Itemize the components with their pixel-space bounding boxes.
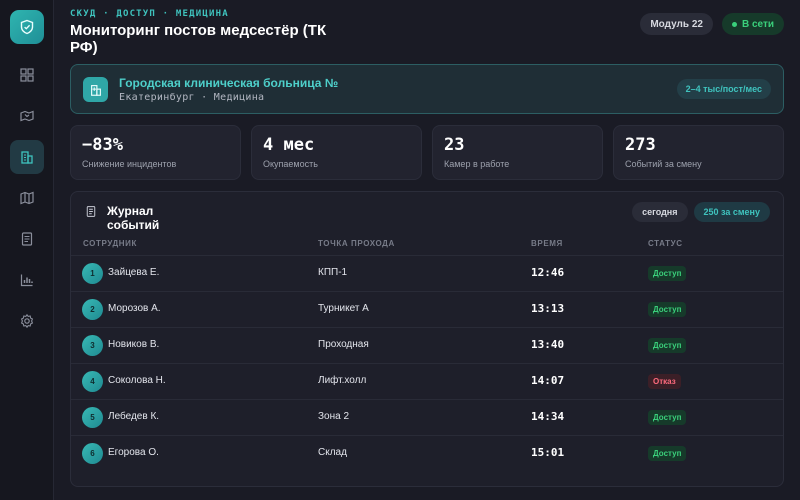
stat-label: Снижение инцидентов — [82, 159, 177, 169]
stat-card-events: 273 Событий за смену — [613, 125, 784, 180]
shield-icon — [20, 19, 33, 35]
stat-value: −83% — [82, 135, 123, 155]
page-title: Мониторинг постов медсестёр (ТК РФ) — [70, 22, 327, 56]
stat-value: 4 мес — [263, 135, 315, 155]
hospital-location: Екатеринбург · Медицина — [119, 92, 265, 103]
journal-header: Журнал событий сегодня 250 за смену — [71, 192, 783, 234]
nav-dashboard[interactable] — [10, 58, 44, 92]
stat-label: Окупаемость — [263, 159, 318, 169]
avatar: 4 — [82, 371, 103, 392]
nav-routes[interactable] — [10, 99, 44, 133]
hospital-icon — [83, 77, 108, 102]
building-icon — [20, 151, 33, 164]
employee-name: Зайцева Е. — [108, 267, 160, 278]
header-badges: Модуль 22 В сети — [640, 13, 784, 35]
main-content: СКУД · ДОСТУП · МЕДИЦИНА Мониторинг пост… — [70, 0, 784, 487]
nav-settings[interactable] — [10, 304, 44, 338]
table-row[interactable]: 4 Соколова Н. Лифт.холл 14:07 Отказ — [71, 363, 783, 399]
stats-row: −83% Снижение инцидентов 4 мес Окупаемос… — [70, 125, 784, 180]
column-point[interactable]: ТОЧКА ПРОХОДА — [318, 239, 395, 248]
map-icon — [19, 191, 34, 205]
sidebar — [0, 0, 54, 500]
table-body: 1 Зайцева Е. КПП-1 12:46 Доступ 2 Морозо… — [71, 255, 783, 471]
employee-name: Соколова Н. — [108, 375, 166, 386]
access-point: Турникет А — [318, 303, 369, 314]
column-status[interactable]: СТАТУС — [648, 239, 683, 248]
chart-icon — [20, 274, 33, 287]
stat-card-payback: 4 мес Окупаемость — [251, 125, 422, 180]
column-employee[interactable]: СОТРУДНИК — [83, 239, 137, 248]
status-badge: Доступ — [648, 446, 687, 461]
grid-icon — [19, 68, 34, 82]
app-logo[interactable] — [9, 10, 44, 44]
price-badge: 2–4 тыс/пост/мес — [676, 79, 771, 99]
stat-label: Событий за смену — [625, 159, 702, 169]
event-time: 13:40 — [531, 338, 565, 351]
employee-name: Лебедев К. — [108, 411, 160, 422]
table-row[interactable]: 6 Егорова О. Склад 15:01 Доступ — [71, 435, 783, 471]
shift-count-badge[interactable]: 250 за смену — [693, 202, 770, 222]
hospital-name: Городская клиническая больница № — [119, 76, 339, 90]
employee-name: Егорова О. — [108, 447, 159, 458]
page-header: СКУД · ДОСТУП · МЕДИЦИНА Мониторинг пост… — [70, 0, 784, 62]
hospital-card[interactable]: Городская клиническая больница № Екатери… — [70, 64, 784, 114]
access-point: Зона 2 — [318, 411, 350, 422]
table-row[interactable]: 5 Лебедев К. Зона 2 14:34 Доступ — [71, 399, 783, 435]
event-time: 14:34 — [531, 410, 565, 423]
document-icon — [86, 206, 96, 217]
stat-card-incidents: −83% Снижение инцидентов — [70, 125, 241, 180]
table-row[interactable]: 2 Морозов А. Турникет А 13:13 Доступ — [71, 291, 783, 327]
status-badge: Доступ — [648, 410, 687, 425]
journal-title: Журнал событий — [107, 204, 160, 232]
date-filter-button[interactable]: сегодня — [632, 202, 688, 222]
access-point: КПП-1 — [318, 267, 348, 278]
avatar: 3 — [82, 335, 103, 356]
online-status-label: В сети — [741, 18, 774, 30]
module-badge[interactable]: Модуль 22 — [640, 13, 713, 35]
employee-name: Новиков В. — [108, 339, 160, 350]
event-time: 15:01 — [531, 446, 565, 459]
event-time: 13:13 — [531, 302, 565, 315]
access-point: Проходная — [318, 339, 369, 350]
avatar: 5 — [82, 407, 103, 428]
status-badge: Доступ — [648, 338, 687, 353]
table-row[interactable]: 1 Зайцева Е. КПП-1 12:46 Доступ — [71, 255, 783, 291]
stat-value: 273 — [625, 135, 656, 155]
nav-documents[interactable] — [10, 222, 44, 256]
online-status-badge: В сети — [721, 13, 784, 35]
nav-map[interactable] — [10, 181, 44, 215]
nav-objects[interactable] — [9, 140, 44, 174]
access-point: Склад — [318, 447, 347, 458]
avatar: 2 — [82, 299, 103, 320]
table-row[interactable]: 3 Новиков В. Проходная 13:40 Доступ — [71, 327, 783, 363]
avatar: 6 — [82, 443, 103, 464]
avatar: 1 — [82, 263, 103, 284]
column-time[interactable]: ВРЕМЯ — [531, 239, 563, 248]
status-dot-icon — [731, 21, 737, 27]
status-badge: Доступ — [648, 266, 687, 281]
gear-icon — [20, 313, 33, 329]
access-point: Лифт.холл — [318, 375, 367, 386]
event-journal: Журнал событий сегодня 250 за смену СОТР… — [70, 191, 784, 487]
stat-value: 23 — [444, 135, 465, 155]
sidebar-nav — [9, 58, 44, 338]
document-icon — [21, 232, 32, 246]
event-time: 12:46 — [531, 266, 565, 279]
status-badge: Отказ — [648, 374, 681, 389]
stat-card-cameras: 23 Камер в работе — [432, 125, 603, 180]
breadcrumb: СКУД · ДОСТУП · МЕДИЦИНА — [70, 9, 229, 19]
status-badge: Доступ — [648, 302, 687, 317]
map-route-icon — [19, 110, 34, 122]
table-header: СОТРУДНИК ТОЧКА ПРОХОДА ВРЕМЯ СТАТУС — [71, 239, 783, 253]
nav-analytics[interactable] — [10, 263, 44, 297]
employee-name: Морозов А. — [108, 303, 161, 314]
event-time: 14:07 — [531, 374, 565, 387]
stat-label: Камер в работе — [444, 159, 510, 169]
journal-filters: сегодня 250 за смену — [632, 202, 770, 222]
